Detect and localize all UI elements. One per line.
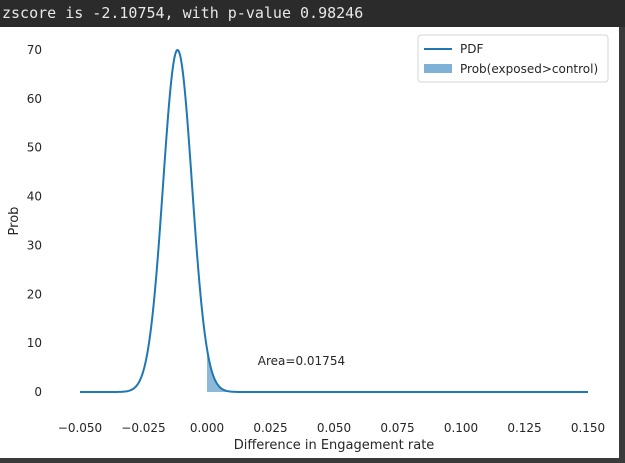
y-axis-ticks: 0 10 20 30 40 50 60 70 <box>27 43 42 399</box>
x-tick-label: 0.050 <box>317 421 351 435</box>
y-tick-label: 0 <box>34 385 42 399</box>
pdf-series-line <box>80 49 588 393</box>
y-tick-label: 60 <box>27 92 42 106</box>
y-tick-label: 70 <box>27 43 42 57</box>
plot-panel: 0 10 20 30 40 50 60 70 −0.050 −0.025 0.000 0.025 0.… <box>0 27 619 458</box>
window-right-edge <box>619 27 625 463</box>
y-tick-label: 20 <box>27 287 42 301</box>
x-tick-label: 0.000 <box>190 421 224 435</box>
x-axis-ticks: −0.050 −0.025 0.000 0.025 0.050 0.075 0.100 0.1… <box>58 421 605 435</box>
window-bottom-edge <box>0 458 625 463</box>
y-tick-label: 50 <box>27 141 42 155</box>
x-tick-label: 0.025 <box>253 421 287 435</box>
console-output-line: zscore is -2.10754, with p-value 0.98246 <box>0 0 625 27</box>
y-tick-label: 40 <box>27 190 42 204</box>
y-tick-label: 10 <box>27 336 42 350</box>
x-axis-label: Difference in Engagement rate <box>234 438 435 453</box>
x-tick-label: 0.125 <box>507 421 541 435</box>
x-tick-label: 0.150 <box>571 421 605 435</box>
y-tick-label: 30 <box>27 238 42 252</box>
pdf-chart: 0 10 20 30 40 50 60 70 −0.050 −0.025 0.000 0.025 0.… <box>7 34 609 453</box>
x-tick-label: 0.100 <box>444 421 478 435</box>
x-tick-label: 0.075 <box>380 421 414 435</box>
x-tick-label: −0.025 <box>121 421 165 435</box>
legend-pdf-label: PDF <box>460 42 483 56</box>
legend-box <box>417 34 609 83</box>
legend-area-label: Prob(exposed>control) <box>460 62 598 76</box>
area-annotation: Area=0.01754 <box>258 354 345 368</box>
y-axis-label: Prob <box>7 207 22 236</box>
x-tick-label: −0.050 <box>58 421 102 435</box>
legend-area-swatch <box>424 64 452 73</box>
legend: PDF Prob(exposed>control) <box>417 34 609 83</box>
